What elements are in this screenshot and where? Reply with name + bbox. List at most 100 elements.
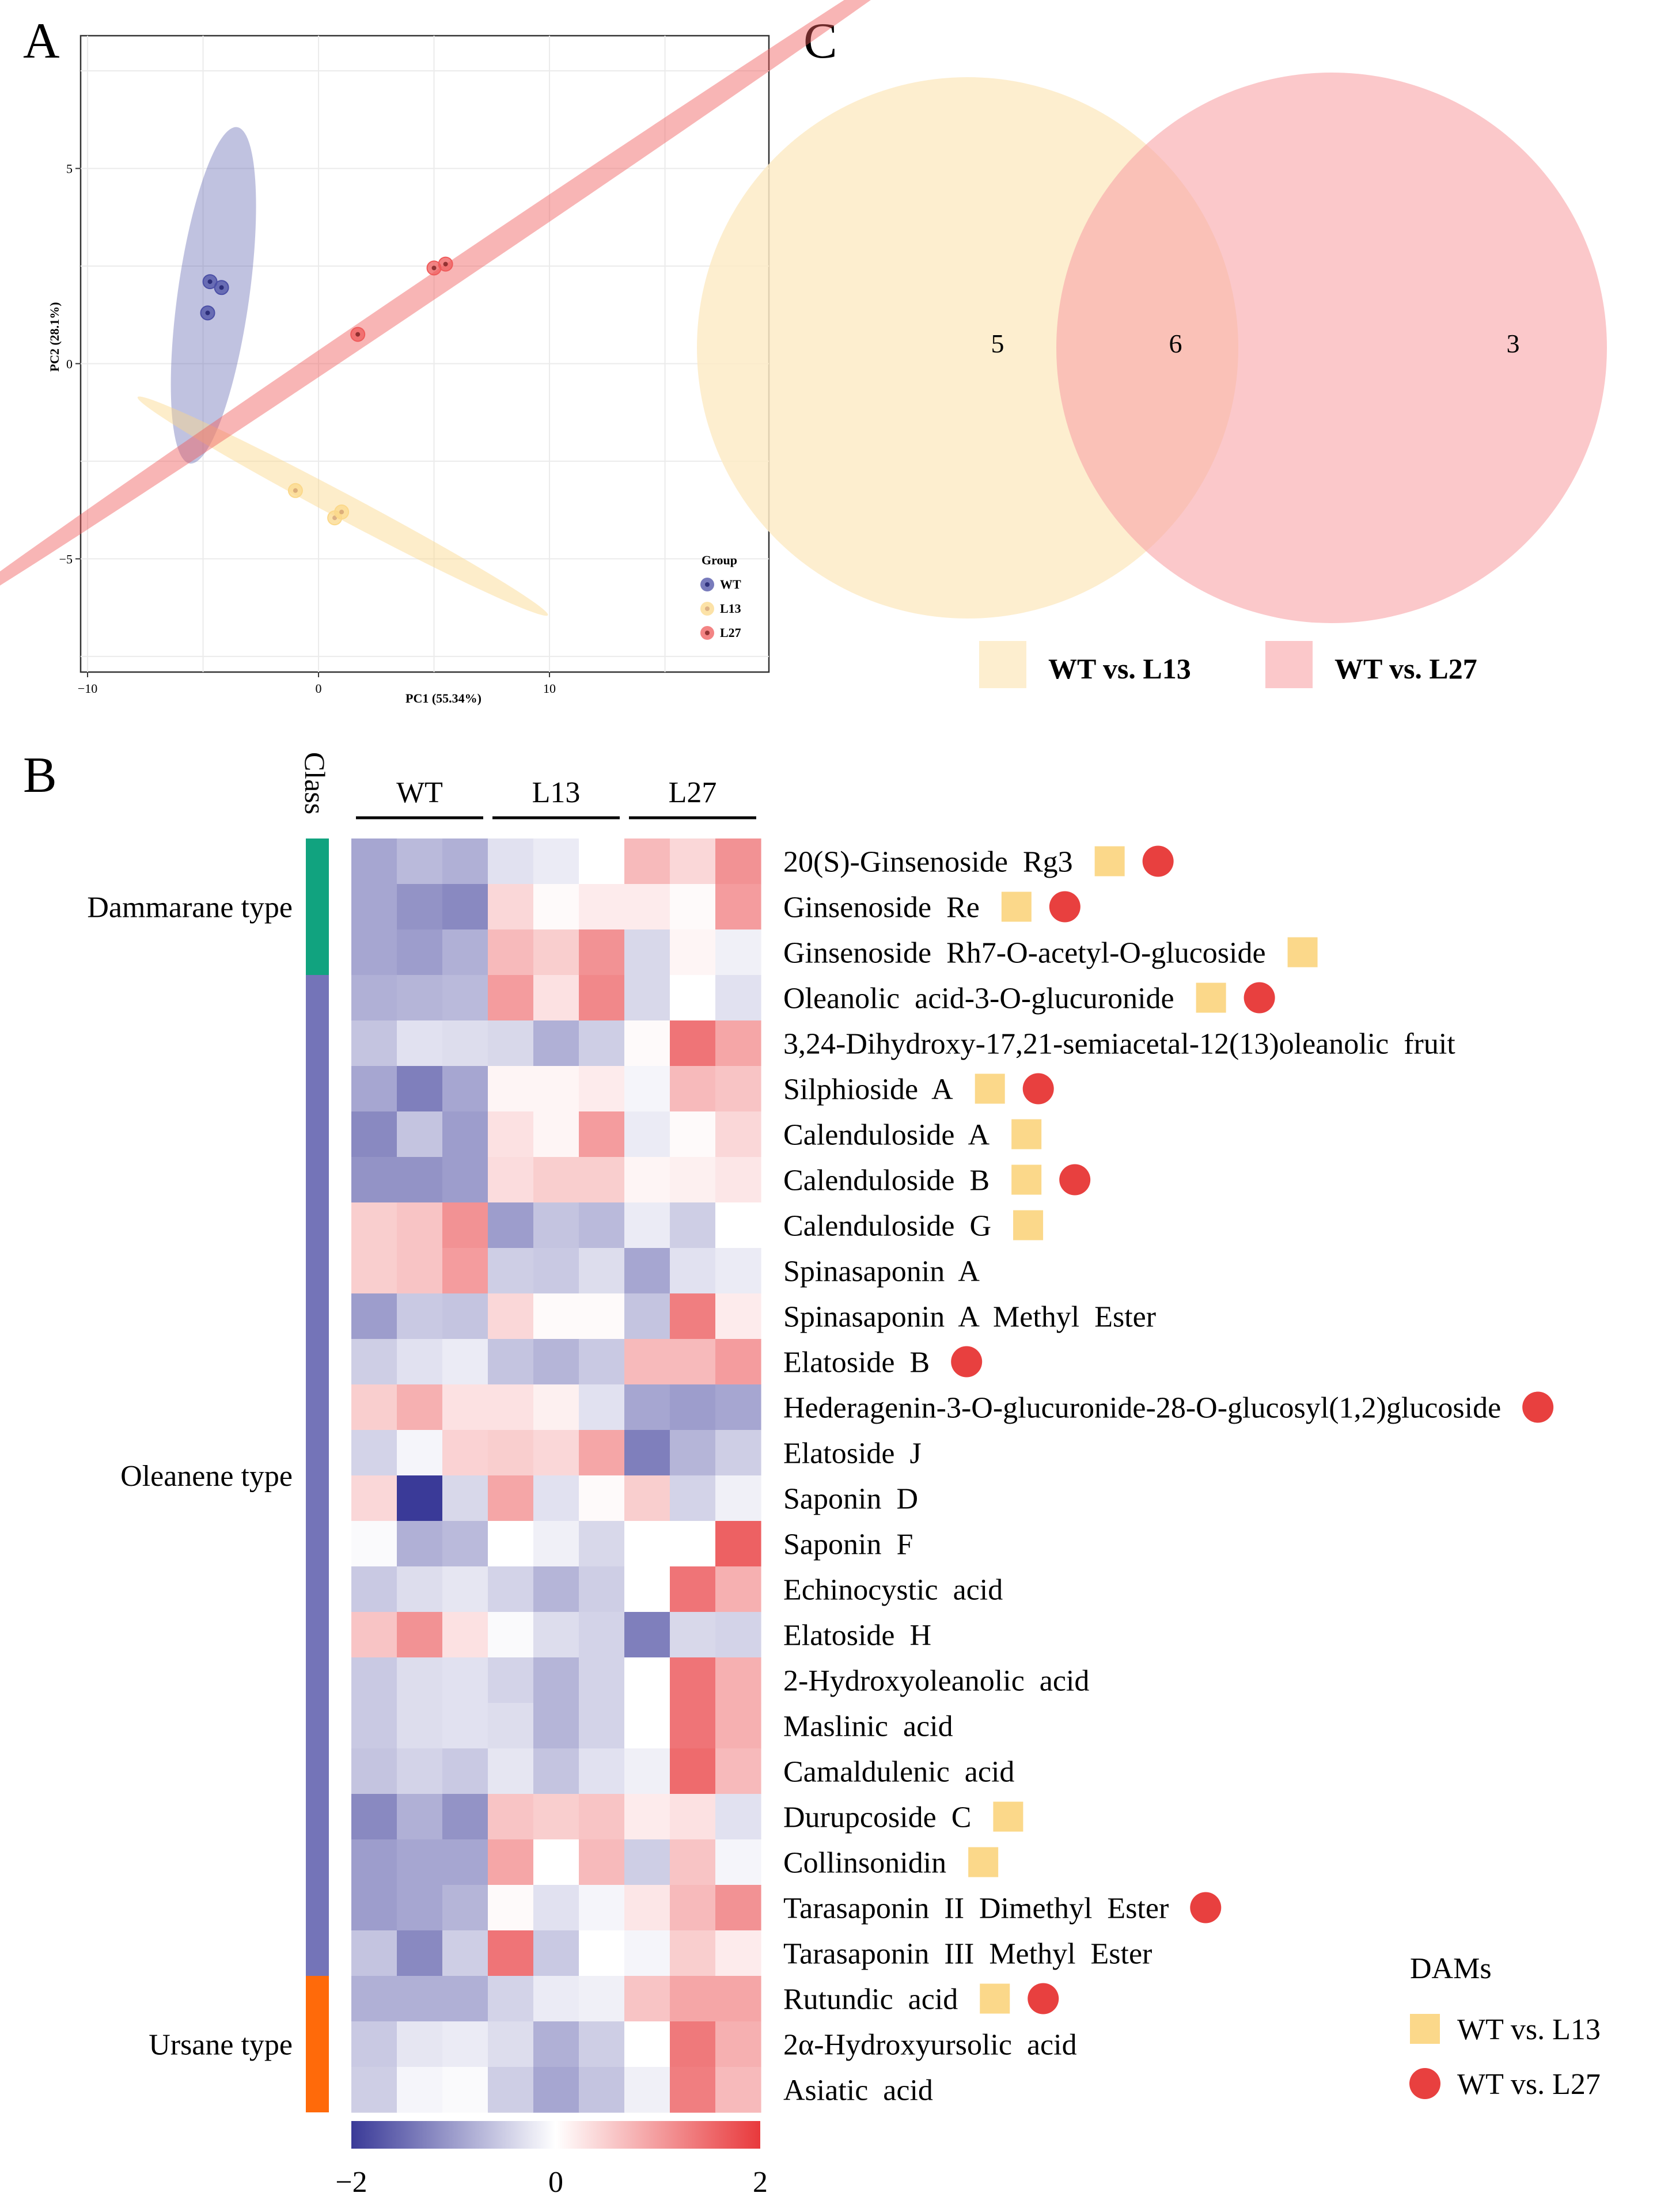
pca-point-core — [339, 510, 344, 515]
heatmap-cell — [670, 884, 716, 930]
heatmap-cell — [715, 1157, 761, 1203]
pca-point-l13 — [287, 483, 303, 498]
heatmap-cell — [533, 1020, 579, 1067]
heatmap-cell — [351, 929, 397, 976]
pca-x-tick-label: −10 — [78, 681, 97, 696]
dam-marker-l13 — [1287, 937, 1318, 967]
heatmap-cell — [624, 1566, 670, 1612]
heatmap-cell — [624, 1976, 670, 2022]
heatmap-cell — [397, 929, 443, 976]
heatmap-cell — [670, 1157, 716, 1203]
heatmap-cell — [715, 1839, 761, 1885]
heatmap-cell — [533, 1475, 579, 1522]
heatmap-cell — [488, 1703, 534, 1749]
heatmap-cell — [579, 1657, 625, 1703]
heatmap-cell — [397, 1930, 443, 1976]
dam-marker-l27 — [1049, 891, 1080, 923]
heatmap-cell — [533, 1521, 579, 1567]
pca-x-tick-label: 10 — [543, 681, 556, 696]
heatmap-cell — [715, 1521, 761, 1567]
colorbar-tick-label: −2 — [335, 2166, 367, 2199]
heatmap-cell — [397, 838, 443, 885]
dam-marker-l27 — [1190, 1892, 1222, 1923]
heatmap-cell — [715, 929, 761, 976]
heatmap-cell — [351, 1248, 397, 1294]
heatmap-cell — [670, 1020, 716, 1067]
heatmap-cell — [579, 1157, 625, 1203]
heatmap-cell — [670, 1885, 716, 1931]
pca-point-core — [355, 332, 361, 337]
venn-legend-label-l27: WT vs. L27 — [1334, 652, 1477, 685]
dams-legend-label-l27: WT vs. L27 — [1457, 2068, 1601, 2101]
heatmap-cell — [533, 1293, 579, 1340]
venn-legend-swatch-l27 — [1265, 641, 1313, 688]
heatmap-cell — [624, 1748, 670, 1794]
heatmap-row-label: Asiatic acid — [783, 2074, 933, 2107]
pca-legend-title: Group — [702, 553, 737, 567]
heatmap-cell — [624, 1293, 670, 1340]
heatmap-cell — [624, 1885, 670, 1931]
heatmap-cell — [488, 838, 534, 885]
heatmap-cell — [488, 1248, 534, 1294]
heatmap-cell — [579, 1794, 625, 1840]
heatmap-cell — [624, 838, 670, 885]
pca-point-core — [205, 310, 210, 316]
heatmap-cell — [624, 929, 670, 976]
dam-marker-l27 — [1243, 982, 1275, 1014]
heatmap-cell — [442, 1430, 488, 1476]
heatmap-cell — [351, 1202, 397, 1249]
heatmap-cell — [397, 2067, 443, 2113]
heatmap-row-label: Oleanolic acid-3-O-glucuronide — [783, 982, 1174, 1015]
dam-marker-l13 — [980, 1983, 1010, 2014]
heatmap-cell — [715, 1612, 761, 1658]
dam-marker-l13 — [1013, 1210, 1044, 1240]
heatmap-cell — [579, 2067, 625, 2113]
heatmap-cell — [488, 1566, 534, 1612]
heatmap-cell — [442, 1657, 488, 1703]
heatmap-cell — [670, 1748, 716, 1794]
dams-legend-title: DAMs — [1410, 1952, 1492, 1985]
heatmap-row-label: Camaldulenic acid — [783, 1756, 1014, 1789]
dam-marker-l13 — [1001, 891, 1032, 922]
heatmap-cell — [579, 2021, 625, 2067]
heatmap-cell — [579, 1384, 625, 1431]
heatmap-cell — [488, 975, 534, 1021]
heatmap-cell — [624, 1248, 670, 1294]
pca-legend-marker-core — [705, 631, 710, 635]
dams-legend: DAMs WT vs. L13 WT vs. L27 — [1409, 1952, 1601, 2101]
heatmap-group-label-l13: L13 — [532, 776, 581, 809]
heatmap-cell — [533, 1794, 579, 1840]
heatmap-cell — [579, 1748, 625, 1794]
heatmap-cell — [488, 929, 534, 976]
heatmap-cell — [624, 1339, 670, 1385]
heatmap-row-label: Elatoside B — [783, 1346, 930, 1379]
heatmap-cell — [533, 884, 579, 930]
heatmap-cell — [351, 1111, 397, 1158]
heatmap-cell — [715, 1111, 761, 1158]
heatmap-cell — [351, 1475, 397, 1522]
heatmap-class-header: Class — [299, 752, 331, 814]
heatmap-cell — [442, 975, 488, 1021]
pca-point-l13 — [334, 504, 350, 520]
heatmap-cell — [715, 1248, 761, 1294]
heatmap-row-label: Calenduloside B — [783, 1164, 989, 1197]
heatmap-cell — [442, 1566, 488, 1612]
heatmap-cell — [397, 975, 443, 1021]
pca-point-core — [219, 285, 224, 290]
heatmap-cell — [351, 1157, 397, 1203]
heatmap-row-label: Saponin F — [783, 1528, 913, 1561]
heatmap-cell — [488, 1976, 534, 2022]
pca-x-tick-label: 0 — [316, 681, 322, 696]
heatmap-cell — [442, 1794, 488, 1840]
heatmap-cell — [670, 1703, 716, 1749]
heatmap-cell — [715, 1430, 761, 1476]
heatmap-cell — [397, 2021, 443, 2067]
heatmap-cell — [442, 1748, 488, 1794]
heatmap-cell — [579, 1475, 625, 1522]
heatmap-cell — [533, 1748, 579, 1794]
heatmap-cell — [624, 1066, 670, 1112]
heatmap-cell — [351, 2067, 397, 2113]
heatmap-cell — [397, 1384, 443, 1431]
heatmap-class-bar — [306, 975, 329, 1976]
